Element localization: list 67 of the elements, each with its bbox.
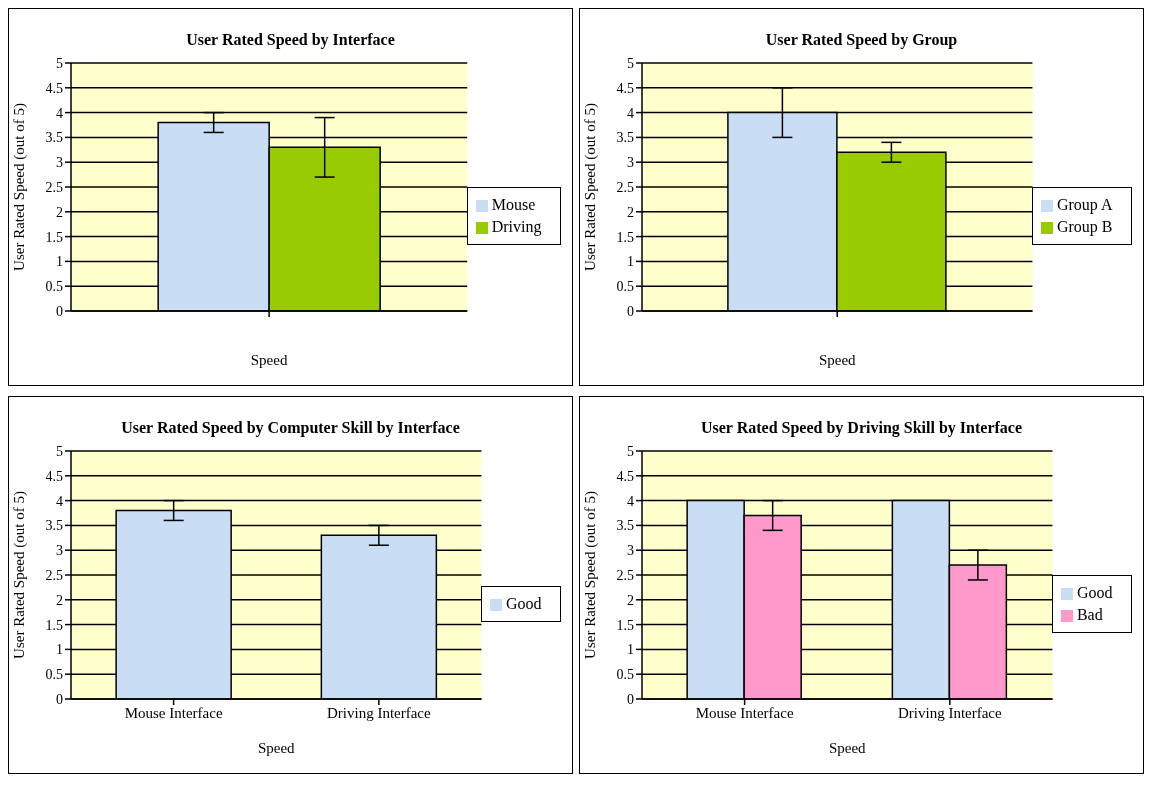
y-axis-title: User Rated Speed (out of 5) <box>581 491 599 659</box>
y-tick-label: 0.5 <box>45 279 63 295</box>
y-tick-label: 4 <box>626 105 634 121</box>
y-tick-label: 3 <box>626 543 634 559</box>
x-tick-label: Driving Interface <box>326 704 431 721</box>
y-tick-label: 2.5 <box>45 179 63 195</box>
y-tick-label: 2.5 <box>45 567 63 583</box>
y-tick-label: 5 <box>626 55 634 71</box>
y-tick-label: 3.5 <box>616 130 634 146</box>
legend-label: Good <box>1076 584 1113 601</box>
y-tick-label: 1 <box>55 254 63 270</box>
y-tick-label: 4 <box>55 105 63 121</box>
chart-title: User Rated Speed by Interface <box>185 31 396 51</box>
x-axis-title: Speed <box>828 740 866 756</box>
y-tick-label: 4.5 <box>616 468 634 484</box>
y-tick-label: 2.5 <box>616 179 634 195</box>
y-tick-label: 1.5 <box>45 617 63 633</box>
y-tick-label: 3 <box>55 543 63 559</box>
x-tick-label: Mouse Interface <box>695 704 794 721</box>
x-axis-title: Speed <box>257 740 295 756</box>
y-tick-label: 3 <box>626 155 634 171</box>
y-tick-label: 2 <box>55 204 63 220</box>
y-tick-label: 1.5 <box>45 229 63 245</box>
y-tick-label: 3 <box>55 155 63 171</box>
y-tick-label: 1 <box>55 642 63 658</box>
y-tick-label: 5 <box>55 443 63 459</box>
y-axis-title: User Rated Speed (out of 5) <box>10 491 28 659</box>
y-tick-label: 2 <box>626 592 634 608</box>
y-axis-title: User Rated Speed (out of 5) <box>581 103 599 271</box>
y-tick-label: 1 <box>626 254 634 270</box>
legend-label: Group B <box>1056 218 1113 235</box>
y-tick-label: 1 <box>626 642 634 658</box>
y-tick-label: 2.5 <box>616 567 634 583</box>
y-tick-label: 0 <box>626 691 634 707</box>
y-tick-label: 4 <box>55 493 63 509</box>
legend-label: Bad <box>1076 606 1103 623</box>
y-tick-label: 0.5 <box>616 667 634 683</box>
x-tick-label: Driving Interface <box>897 704 1002 721</box>
chart-title: User Rated Speed by Group <box>764 31 959 51</box>
y-tick-label: 3.5 <box>616 518 634 534</box>
y-tick-label: 2 <box>626 204 634 220</box>
y-tick-label: 4.5 <box>616 80 634 96</box>
y-tick-label: 3.5 <box>45 130 63 146</box>
x-axis-title: Speed <box>250 352 288 368</box>
legend-label: Mouse <box>491 196 536 213</box>
y-tick-label: 0 <box>55 303 63 319</box>
y-tick-label: 1.5 <box>616 229 634 245</box>
y-tick-label: 1.5 <box>616 617 634 633</box>
x-tick-label: Mouse Interface <box>124 704 223 721</box>
legend-label: Group A <box>1056 196 1113 213</box>
y-tick-label: 4.5 <box>45 80 63 96</box>
y-tick-label: 3.5 <box>45 518 63 534</box>
y-tick-label: 0.5 <box>45 667 63 683</box>
y-tick-label: 4 <box>626 493 634 509</box>
chart-title: User Rated Speed by Computer Skill by Interface <box>120 419 461 439</box>
legend-label: Good <box>505 595 542 612</box>
chart-title: User Rated Speed by Driving Skill by Interface <box>699 419 1023 439</box>
y-tick-label: 4.5 <box>45 468 63 484</box>
y-tick-label: 0 <box>626 303 634 319</box>
y-tick-label: 0 <box>55 691 63 707</box>
y-tick-label: 5 <box>55 55 63 71</box>
legend-label: Driving <box>491 218 542 235</box>
y-tick-label: 0.5 <box>616 279 634 295</box>
y-axis-title: User Rated Speed (out of 5) <box>10 103 28 271</box>
y-tick-label: 5 <box>626 443 634 459</box>
x-axis-title: Speed <box>818 352 856 368</box>
y-tick-label: 2 <box>55 592 63 608</box>
